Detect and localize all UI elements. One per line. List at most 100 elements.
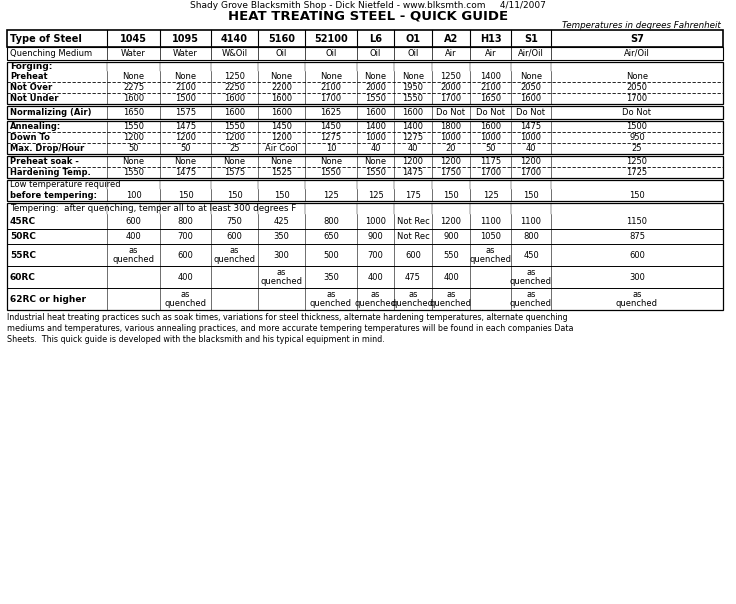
Text: O1: O1 bbox=[406, 33, 420, 43]
Text: Tempering:  after quenching, temper all to at least 300 degrees F: Tempering: after quenching, temper all t… bbox=[10, 204, 297, 213]
Text: 800: 800 bbox=[323, 217, 339, 226]
Text: 800: 800 bbox=[523, 232, 539, 241]
Text: Air: Air bbox=[485, 49, 496, 58]
Text: None: None bbox=[270, 157, 293, 166]
Text: 1550: 1550 bbox=[365, 168, 386, 177]
Text: 52100: 52100 bbox=[314, 33, 348, 43]
Text: 425: 425 bbox=[274, 217, 289, 226]
Text: 1475: 1475 bbox=[520, 122, 542, 131]
Text: 150: 150 bbox=[177, 190, 194, 199]
Text: 800: 800 bbox=[177, 217, 194, 226]
Text: W&Oil: W&Oil bbox=[222, 49, 247, 58]
Text: 1200: 1200 bbox=[224, 133, 245, 142]
Text: 1200: 1200 bbox=[175, 133, 196, 142]
Text: 1400: 1400 bbox=[480, 72, 501, 81]
Text: 150: 150 bbox=[443, 190, 459, 199]
Text: 2100: 2100 bbox=[480, 83, 501, 92]
Text: Not Rec: Not Rec bbox=[397, 217, 429, 226]
Text: Hardening Temp.: Hardening Temp. bbox=[10, 168, 91, 177]
Text: as
quenched: as quenched bbox=[355, 290, 397, 309]
Text: as
quenched: as quenched bbox=[510, 268, 552, 286]
Text: before tempering:: before tempering: bbox=[10, 190, 97, 199]
Text: 750: 750 bbox=[227, 217, 242, 226]
Text: 1100: 1100 bbox=[480, 217, 501, 226]
Text: 1650: 1650 bbox=[480, 94, 501, 103]
Text: 1275: 1275 bbox=[403, 133, 423, 142]
Text: 1600: 1600 bbox=[365, 108, 386, 117]
Text: Type of Steel: Type of Steel bbox=[10, 33, 82, 43]
Text: 1500: 1500 bbox=[626, 122, 648, 131]
Text: 1550: 1550 bbox=[123, 168, 144, 177]
Text: as
quenched: as quenched bbox=[430, 290, 472, 309]
Text: 1600: 1600 bbox=[123, 94, 144, 103]
Text: 600: 600 bbox=[227, 232, 242, 241]
Text: 900: 900 bbox=[443, 232, 459, 241]
Text: Do Not: Do Not bbox=[517, 108, 545, 117]
Text: Oil: Oil bbox=[325, 49, 336, 58]
Text: 1095: 1095 bbox=[172, 33, 199, 43]
Text: None: None bbox=[626, 72, 648, 81]
Text: 1600: 1600 bbox=[480, 122, 501, 131]
Text: 1000: 1000 bbox=[441, 133, 461, 142]
Text: None: None bbox=[122, 72, 144, 81]
Text: S7: S7 bbox=[630, 33, 644, 43]
Text: Not Under: Not Under bbox=[10, 94, 58, 103]
Text: 1800: 1800 bbox=[440, 122, 461, 131]
Text: 1575: 1575 bbox=[224, 168, 245, 177]
Text: 1550: 1550 bbox=[365, 94, 386, 103]
Text: 1200: 1200 bbox=[520, 157, 542, 166]
Text: 1150: 1150 bbox=[626, 217, 648, 226]
Text: 1045: 1045 bbox=[120, 33, 147, 43]
Bar bbox=[7, 106, 723, 119]
Text: None: None bbox=[122, 157, 144, 166]
Text: 950: 950 bbox=[629, 133, 645, 142]
Text: 1200: 1200 bbox=[123, 133, 144, 142]
Text: 1950: 1950 bbox=[403, 83, 423, 92]
Text: 1700: 1700 bbox=[626, 94, 648, 103]
Text: Not Over: Not Over bbox=[10, 83, 52, 92]
Text: None: None bbox=[320, 72, 342, 81]
Text: 300: 300 bbox=[274, 251, 289, 260]
Text: 1600: 1600 bbox=[520, 94, 542, 103]
Text: None: None bbox=[520, 72, 542, 81]
Text: 475: 475 bbox=[405, 272, 421, 281]
Text: 50: 50 bbox=[485, 144, 496, 153]
Text: 600: 600 bbox=[126, 217, 141, 226]
Text: 1250: 1250 bbox=[224, 72, 245, 81]
Text: L6: L6 bbox=[369, 33, 382, 43]
Text: 1550: 1550 bbox=[224, 122, 245, 131]
Text: as
quenched: as quenched bbox=[310, 290, 352, 309]
Text: 25: 25 bbox=[229, 144, 240, 153]
Text: Forging:: Forging: bbox=[10, 62, 52, 71]
Text: 1700: 1700 bbox=[440, 94, 461, 103]
Text: 60RC: 60RC bbox=[10, 272, 36, 281]
Text: 2275: 2275 bbox=[123, 83, 144, 92]
Text: 450: 450 bbox=[523, 251, 539, 260]
Bar bbox=[7, 121, 723, 154]
Text: A2: A2 bbox=[444, 33, 458, 43]
Text: 1600: 1600 bbox=[271, 108, 292, 117]
Text: as
quenched: as quenched bbox=[213, 246, 255, 265]
Bar bbox=[7, 62, 723, 104]
Text: 1600: 1600 bbox=[403, 108, 423, 117]
Text: 400: 400 bbox=[367, 272, 383, 281]
Text: None: None bbox=[320, 157, 342, 166]
Text: 40: 40 bbox=[408, 144, 418, 153]
Text: 1175: 1175 bbox=[480, 157, 501, 166]
Text: 125: 125 bbox=[483, 190, 498, 199]
Text: 700: 700 bbox=[367, 251, 383, 260]
Text: 875: 875 bbox=[629, 232, 645, 241]
Text: 1600: 1600 bbox=[224, 108, 245, 117]
Text: H13: H13 bbox=[480, 33, 501, 43]
Bar bbox=[7, 180, 723, 201]
Text: Air/Oil: Air/Oil bbox=[518, 49, 544, 58]
Text: 2100: 2100 bbox=[320, 83, 342, 92]
Bar bbox=[7, 30, 723, 47]
Text: Air/Oil: Air/Oil bbox=[624, 49, 650, 58]
Text: Low temperature required: Low temperature required bbox=[10, 180, 121, 189]
Text: 55RC: 55RC bbox=[10, 251, 36, 260]
Text: 1050: 1050 bbox=[480, 232, 501, 241]
Text: 1000: 1000 bbox=[520, 133, 542, 142]
Text: as
quenched: as quenched bbox=[261, 268, 302, 286]
Text: 2000: 2000 bbox=[441, 83, 461, 92]
